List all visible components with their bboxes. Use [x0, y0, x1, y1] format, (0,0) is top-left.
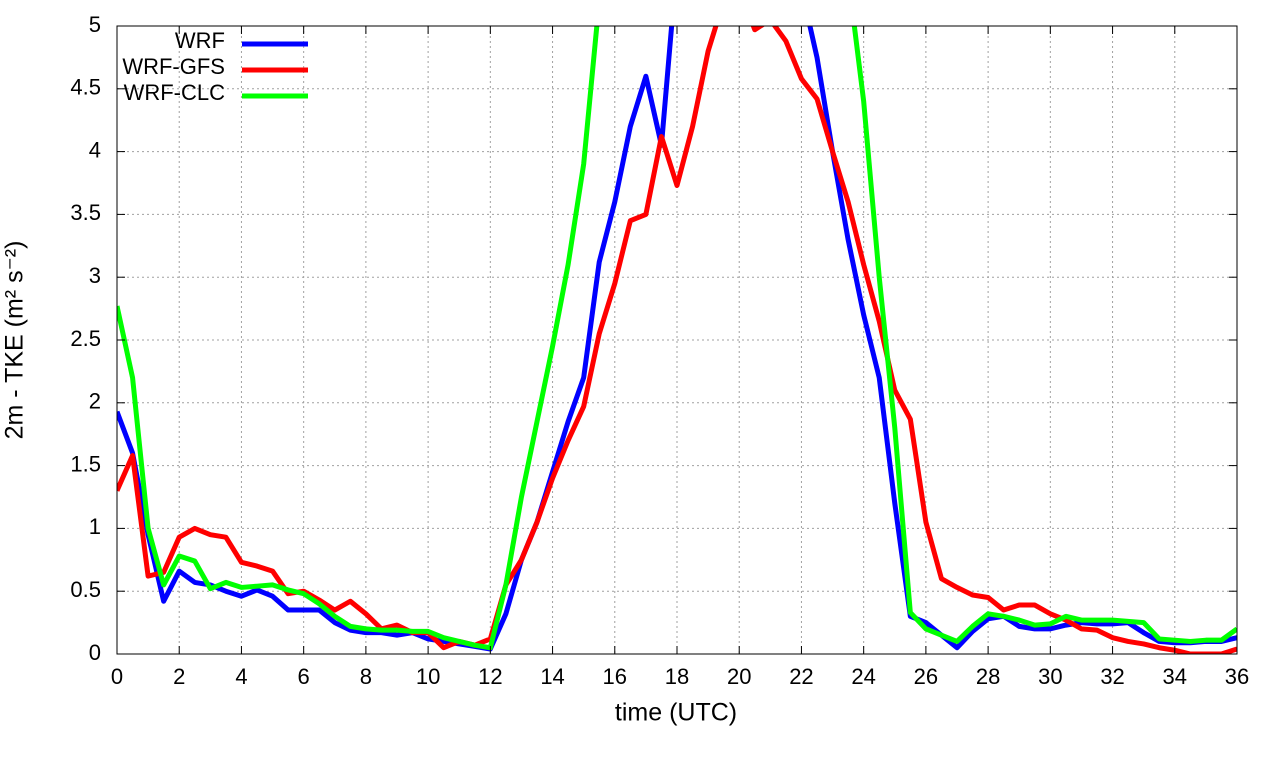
legend-label: WRF [175, 28, 225, 53]
y-tick-label: 0.5 [70, 577, 101, 602]
y-tick-label: 3 [89, 263, 101, 288]
y-axis-label: 2m - TKE (m² s⁻²) [1, 241, 29, 440]
x-tick-label: 18 [665, 664, 689, 689]
x-tick-label: 26 [914, 664, 938, 689]
x-tick-label: 12 [478, 664, 502, 689]
y-tick-label: 5 [89, 12, 101, 37]
x-tick-label: 34 [1163, 664, 1187, 689]
x-tick-label: 30 [1038, 664, 1062, 689]
x-tick-label: 10 [416, 664, 440, 689]
y-tick-label: 1 [89, 514, 101, 539]
ticks: 00.511.522.533.544.550 2 4 6 8 10 12 14 16 18 20 22… [70, 12, 1249, 689]
x-tick-label: 2 [173, 664, 185, 689]
x-tick-label: 32 [1100, 664, 1124, 689]
x-tick-label: 4 [235, 664, 247, 689]
y-tick-label: 3.5 [70, 200, 101, 225]
series-line [117, 26, 1237, 651]
x-tick-label: 16 [603, 664, 627, 689]
x-tick-label: 36 [1225, 664, 1249, 689]
x-tick-label: 20 [727, 664, 751, 689]
grid [116, 25, 1238, 655]
plot-area [117, 26, 1237, 654]
legend-label: WRF-GFS [122, 54, 225, 79]
x-tick-label: 14 [540, 664, 564, 689]
x-tick-label: 8 [360, 664, 372, 689]
y-tick-label: 1.5 [70, 451, 101, 476]
y-tick-label: 4.5 [70, 75, 101, 100]
y-tick-label: 2.5 [70, 326, 101, 351]
x-tick-label: 22 [789, 664, 813, 689]
y-tick-label: 4 [89, 137, 101, 162]
x-tick-label: 0 [111, 664, 123, 689]
x-axis-label: time (UTC) [615, 699, 737, 727]
x-tick-label: 24 [851, 664, 875, 689]
y-tick-label: 2 [89, 389, 101, 414]
x-tick-label: 6 [298, 664, 310, 689]
series-line [117, 26, 1237, 652]
x-tick-label: 28 [976, 664, 1000, 689]
legend-label: WRF-CLC [124, 80, 226, 105]
y-tick-label: 0 [89, 640, 101, 665]
